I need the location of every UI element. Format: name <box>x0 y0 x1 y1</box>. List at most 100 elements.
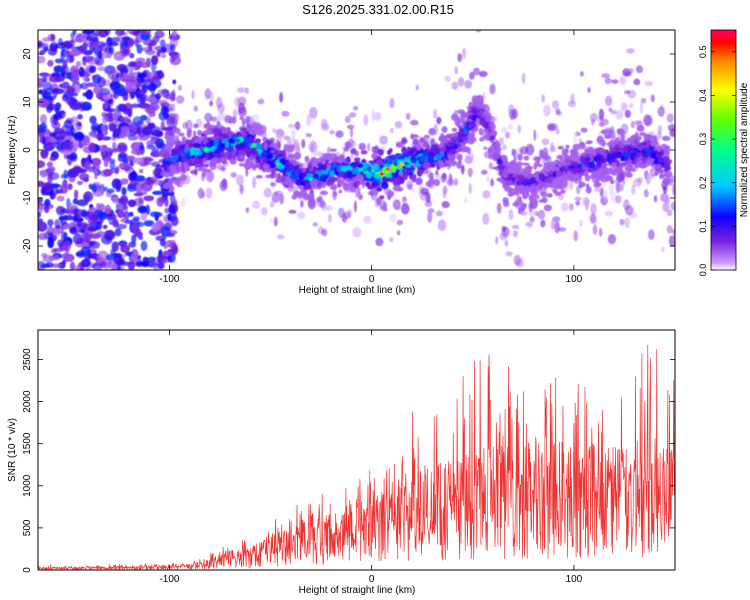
spectrogram-blob <box>389 97 395 109</box>
spectrogram-blob <box>601 73 611 79</box>
spectrogram-blob <box>140 30 152 35</box>
spectrogram-blob <box>447 153 451 160</box>
spectrogram-blob <box>159 39 166 48</box>
spectrogram-blobs <box>38 30 675 270</box>
spectrogram-blob <box>551 100 559 109</box>
spectrogram-blob <box>342 174 348 180</box>
spectrogram-blob <box>629 152 636 161</box>
spectrogram-blob <box>137 72 147 79</box>
spectrogram-blob <box>38 55 46 64</box>
spectrogram-blob <box>90 233 101 240</box>
spectrogram-blob <box>485 115 491 123</box>
spectrogram-blob <box>231 154 237 160</box>
spectrogram-blob <box>193 123 199 129</box>
spectrogram-blob <box>132 30 140 37</box>
spectrogram-blob <box>407 183 413 190</box>
spectrogram-blob <box>450 161 457 167</box>
spectrogram-blob <box>63 231 68 241</box>
snr-y-axis-label: SNR (10 * v/v) <box>7 418 18 482</box>
spectrogram-blob <box>329 170 336 177</box>
spectrogram-blob <box>47 237 55 249</box>
spectrogram-blob <box>521 162 530 166</box>
spectrogram-blob <box>459 136 466 141</box>
spectrogram-blob <box>147 256 157 263</box>
spectrogram-blob <box>478 127 484 136</box>
spectrogram-blob <box>307 193 315 201</box>
spectrogram-blob <box>482 190 491 199</box>
spectrogram-blob <box>87 226 97 232</box>
spectrogram-blob <box>66 55 75 63</box>
spectrogram-blob <box>114 36 124 43</box>
spectrogram-blob <box>69 124 75 135</box>
spectrogram-blob <box>623 199 630 211</box>
spectrogram-blob <box>182 122 189 129</box>
spectrogram-blob <box>178 148 183 154</box>
spectrogram-blob <box>91 184 97 193</box>
spectrogram-blob <box>584 198 590 211</box>
spectrogram-blob <box>422 161 431 170</box>
spectrogram-blob <box>376 197 382 206</box>
spectrogram-blob <box>73 131 85 142</box>
spectrogram-x-tick-label: 100 <box>566 274 583 285</box>
spectrogram-blob <box>195 150 203 156</box>
spectrogram-blob <box>199 160 204 169</box>
snr-y-tick-label: 500 <box>22 519 33 536</box>
spectrogram-blob <box>272 128 277 133</box>
spectrogram-y-tick-label: 20 <box>22 48 33 60</box>
spectrogram-blob <box>321 123 330 131</box>
spectrogram-blob <box>575 200 580 206</box>
spectrogram-blob <box>117 103 128 112</box>
spectrogram-blob <box>672 228 675 236</box>
spectrogram-blob <box>287 153 293 159</box>
spectrogram-blob <box>250 127 256 136</box>
spectrogram-blob <box>191 159 195 164</box>
spectrogram-blob <box>38 197 44 204</box>
spectrogram-blob <box>637 136 642 140</box>
spectrogram-blob <box>39 114 48 125</box>
spectrogram-blob <box>610 109 618 115</box>
spectrogram-blob <box>195 136 203 144</box>
spectrogram-blob <box>371 152 378 160</box>
spectrogram-blob <box>140 240 148 251</box>
spectrogram-blob <box>633 120 643 125</box>
spectrogram-blob <box>481 169 488 175</box>
spectrogram-blob <box>97 66 106 72</box>
spectrogram-blob <box>435 147 440 155</box>
spectrogram-blob <box>446 178 455 186</box>
spectrogram-blob <box>132 116 143 127</box>
spectrogram-blob <box>136 221 145 228</box>
spectrogram-y-tick-label: 0 <box>22 147 33 153</box>
spectrogram-blob <box>107 230 115 237</box>
spectrogram-blob <box>598 108 605 121</box>
spectrogram-blob <box>287 123 297 129</box>
spectrogram-blob <box>547 193 552 198</box>
spectrogram-blob <box>350 147 357 155</box>
spectrogram-blob <box>464 123 469 130</box>
spectrogram-blob <box>241 131 245 135</box>
spectrogram-blob <box>124 219 133 225</box>
spectrogram-blob <box>191 89 195 100</box>
spectrogram-blob <box>377 148 384 156</box>
spectrogram-blob <box>51 40 57 45</box>
spectrogram-blob <box>401 138 408 144</box>
spectrogram-blob <box>601 140 606 147</box>
spectrogram-blob <box>489 131 497 136</box>
spectrogram-blob <box>396 219 404 226</box>
spectrogram-blob <box>82 56 87 66</box>
spectrogram-blob <box>511 224 520 230</box>
spectrogram-blob <box>154 30 165 39</box>
spectrogram-blob <box>108 45 115 56</box>
spectrogram-blob <box>313 179 319 185</box>
spectrogram-blob <box>424 200 433 207</box>
spectrogram-blob <box>580 155 585 163</box>
spectrogram-blob <box>113 51 126 61</box>
spectrogram-blob <box>578 181 586 188</box>
spectrogram-blob <box>71 69 78 81</box>
spectrogram-blob <box>279 158 287 164</box>
colorbar-tick-label: 0.3 <box>698 133 708 146</box>
spectrogram-blob <box>304 183 313 190</box>
spectrogram-blob <box>300 181 306 186</box>
spectrogram-blob <box>244 161 253 170</box>
